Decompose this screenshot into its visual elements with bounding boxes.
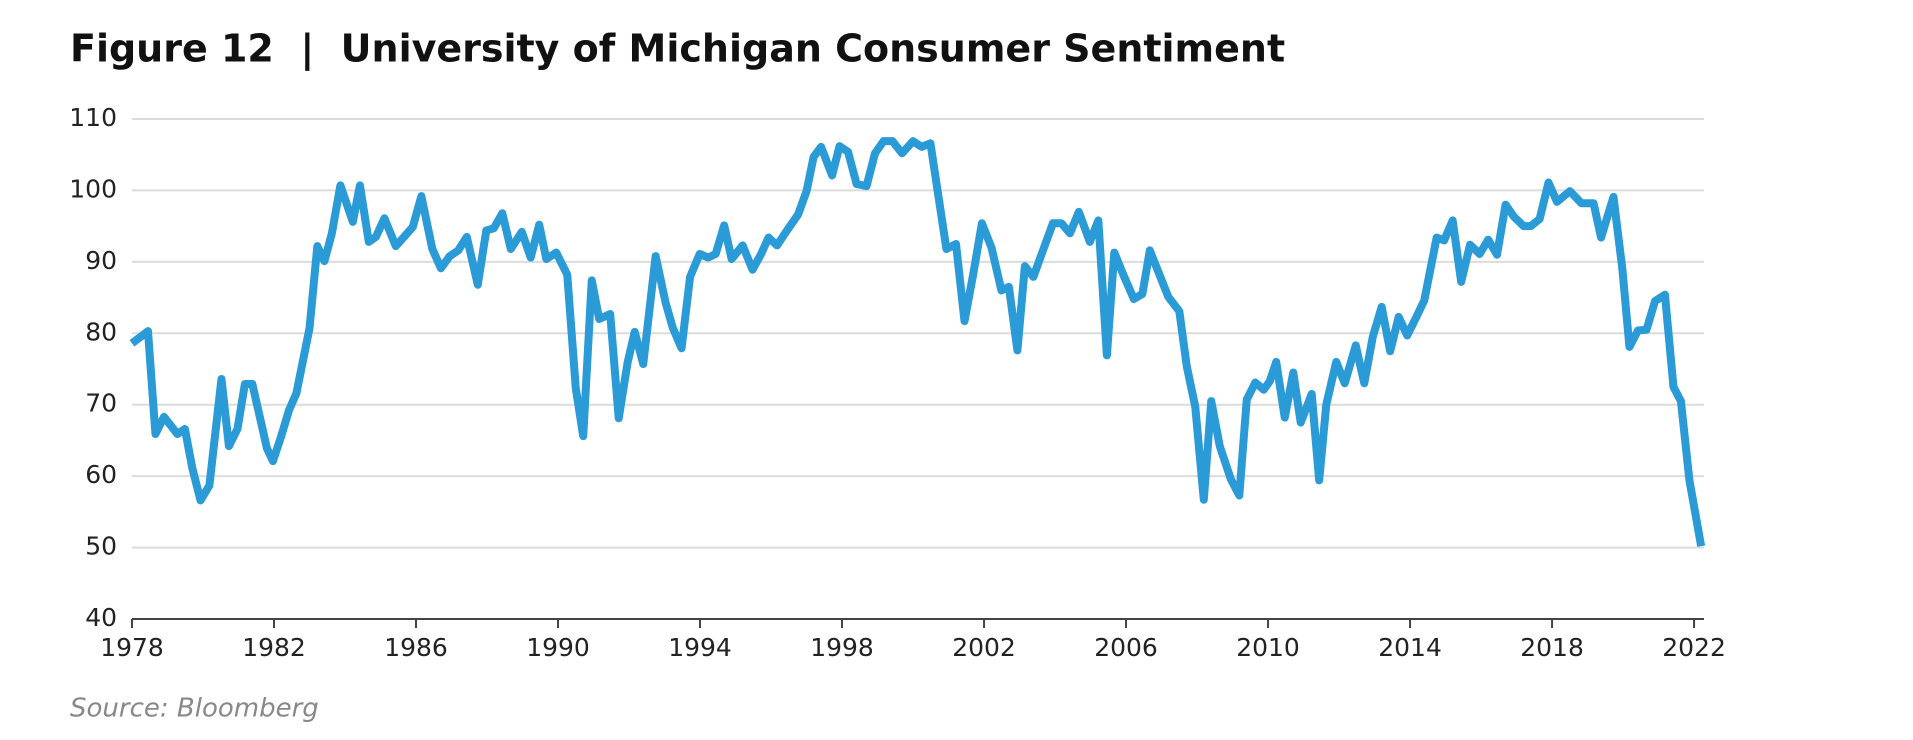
x-tick-label: 1998	[810, 633, 874, 662]
x-tick-label: 1982	[242, 633, 306, 662]
y-tick-label: 90	[85, 246, 117, 275]
x-tick-label: 2006	[1094, 633, 1158, 662]
y-tick-label: 50	[85, 532, 117, 561]
x-tick-label: 2018	[1520, 633, 1584, 662]
y-tick-label: 100	[69, 174, 117, 203]
x-tick-label: 2002	[952, 633, 1016, 662]
data-line	[129, 137, 1706, 547]
source-note: Source: Bloomberg	[70, 694, 319, 724]
x-tick-label: 2014	[1378, 633, 1442, 662]
y-tick-label: 60	[85, 460, 117, 489]
chart-title: Figure 12 | University of Michigan Consu…	[70, 27, 1285, 72]
y-tick-label: 110	[69, 103, 117, 132]
x-tick-label: 1990	[526, 633, 590, 662]
x-tick-label: 1986	[384, 633, 448, 662]
x-tick-label: 1994	[668, 633, 732, 662]
x-tick-label: 1978	[100, 633, 164, 662]
y-tick-label: 40	[85, 603, 117, 632]
x-tick-label: 2022	[1662, 633, 1726, 662]
y-tick-label: 80	[85, 317, 117, 346]
x-tick-label: 2010	[1236, 633, 1300, 662]
y-tick-label: 70	[85, 389, 117, 418]
